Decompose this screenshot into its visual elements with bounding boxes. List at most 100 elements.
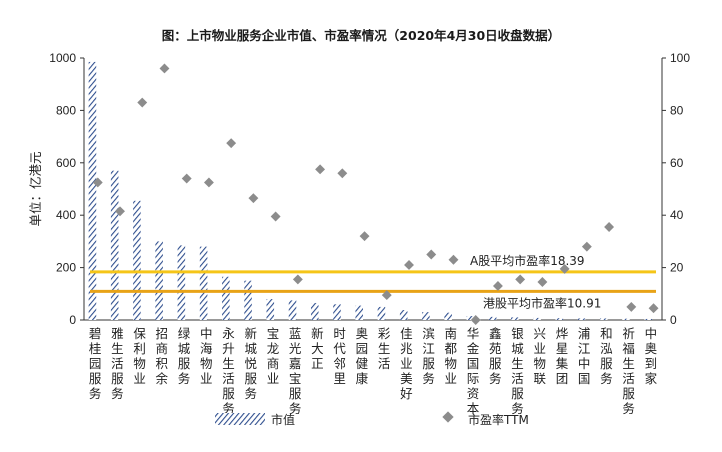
category-label: 彩生活 xyxy=(378,326,391,371)
category-label: 银城生活服务 xyxy=(511,326,524,416)
pe-marker xyxy=(448,254,459,265)
pe-marker xyxy=(92,177,103,188)
pe-marker xyxy=(248,193,259,204)
category-label: 浦江中国 xyxy=(578,326,591,386)
bar xyxy=(422,312,430,320)
bar xyxy=(577,318,586,320)
category-label: 鑫苑服务 xyxy=(489,326,502,386)
category-label: 和泓服务 xyxy=(600,326,613,386)
bar xyxy=(288,300,297,320)
legend-bar-swatch xyxy=(215,413,265,425)
pe-marker xyxy=(270,211,281,222)
legend: 市值 市盈率TTM xyxy=(215,411,529,427)
pe-marker xyxy=(203,177,214,188)
bar xyxy=(622,318,630,320)
y-tick-label-right: 40 xyxy=(670,208,684,222)
bar xyxy=(244,280,252,320)
category-label: 新大正 xyxy=(311,326,324,371)
y-ticks-left: 0 200 400 600 800 1000 xyxy=(49,51,84,327)
markers xyxy=(92,63,659,325)
y-axis-label-left: 单位：亿港元 xyxy=(28,151,43,226)
pe-marker xyxy=(559,263,570,274)
bar xyxy=(644,318,652,320)
pe-marker xyxy=(159,63,170,74)
bar xyxy=(222,276,230,320)
category-label: 绿城服务 xyxy=(178,326,191,386)
bar xyxy=(333,304,341,320)
bar xyxy=(133,200,141,320)
category-label: 永升生活服务 xyxy=(222,326,235,416)
pe-marker xyxy=(581,241,592,252)
pe-marker xyxy=(315,164,326,175)
bar xyxy=(488,316,497,320)
pe-marker xyxy=(492,280,503,291)
y-tick-label-left: 800 xyxy=(56,103,76,117)
category-label: 新城悦服务 xyxy=(244,326,257,401)
pe-marker xyxy=(226,138,237,149)
category-label: 宝龙商业 xyxy=(267,326,280,386)
chart-title: 图：上市物业服务企业市值、市盈率情况（2020年4月30日收盘数据） xyxy=(162,28,560,43)
category-label: 雅生活服务 xyxy=(111,326,124,401)
bar xyxy=(310,302,319,320)
bar xyxy=(110,170,119,320)
y-tick-label-left: 200 xyxy=(56,261,76,275)
pe-marker xyxy=(470,315,481,325)
pe-marker xyxy=(337,168,348,179)
category-label: 华金国际资本 xyxy=(467,326,480,416)
legend-bar-label: 市值 xyxy=(271,412,295,427)
category-label: 祈福生活服务 xyxy=(622,326,635,416)
category-labels: 碧桂园服务雅生活服务保利物业招商积余绿城服务中海物业永升生活服务新城悦服务宝龙商… xyxy=(89,326,658,416)
category-label: 佳兆业美好 xyxy=(400,326,413,401)
category-label: 中海物业 xyxy=(200,326,213,386)
y-tick-label-left: 400 xyxy=(56,208,76,222)
bar xyxy=(599,318,608,320)
pe-marker xyxy=(626,301,637,312)
category-label: 烨星集团 xyxy=(556,326,569,386)
y-ticks-right: 0 20 40 60 80 100 xyxy=(662,51,690,327)
bar xyxy=(555,318,564,320)
category-label: 碧桂园服务 xyxy=(89,326,102,401)
bar xyxy=(533,317,541,320)
bar xyxy=(266,299,275,320)
bar xyxy=(355,305,363,320)
category-label: 保利物业 xyxy=(133,326,146,386)
y-tick-label-right: 60 xyxy=(670,156,684,170)
y-tick-label-left: 0 xyxy=(69,313,76,327)
pe-marker xyxy=(604,222,615,232)
y-tick-label-left: 1000 xyxy=(49,51,76,65)
bar xyxy=(511,317,519,320)
y-tick-label-right: 0 xyxy=(670,313,677,327)
reference-lines: A股平均市盈率18.39 港股平均市盈率10.91 xyxy=(90,253,656,310)
pe-marker xyxy=(181,173,192,184)
y-axis-label-left-text: 单位：亿港元 xyxy=(28,151,43,226)
pe-marker xyxy=(359,231,370,242)
category-label: 蓝光嘉宝服务 xyxy=(289,326,302,416)
bar xyxy=(377,306,386,320)
category-label: 时代邻里 xyxy=(333,326,346,386)
legend-marker-label: 市盈率TTM xyxy=(468,412,529,427)
bars xyxy=(88,61,652,321)
category-label: 中奥到家 xyxy=(645,326,658,386)
bar xyxy=(199,246,208,320)
pe-marker xyxy=(515,274,526,285)
y-tick-label-right: 80 xyxy=(670,103,684,117)
pe-marker xyxy=(404,260,414,270)
reference-line-label: 港股平均市盈率10.91 xyxy=(483,295,601,310)
bar xyxy=(155,241,163,320)
category-label: 兴业物联 xyxy=(533,326,546,386)
category-label: 南都物业 xyxy=(445,326,458,386)
pe-marker xyxy=(292,274,303,285)
legend-marker-swatch xyxy=(442,411,454,423)
bar xyxy=(88,61,97,321)
y-tick-label-right: 100 xyxy=(670,51,690,65)
pe-marker xyxy=(648,303,659,314)
pe-marker xyxy=(381,290,392,301)
category-label: 滨江服务 xyxy=(422,326,435,386)
axes xyxy=(83,58,663,321)
pe-marker xyxy=(137,97,148,108)
bar xyxy=(399,310,408,320)
reference-line-label: A股平均市盈率18.39 xyxy=(470,253,585,268)
pe-marker xyxy=(115,206,125,217)
pe-marker xyxy=(537,277,548,287)
